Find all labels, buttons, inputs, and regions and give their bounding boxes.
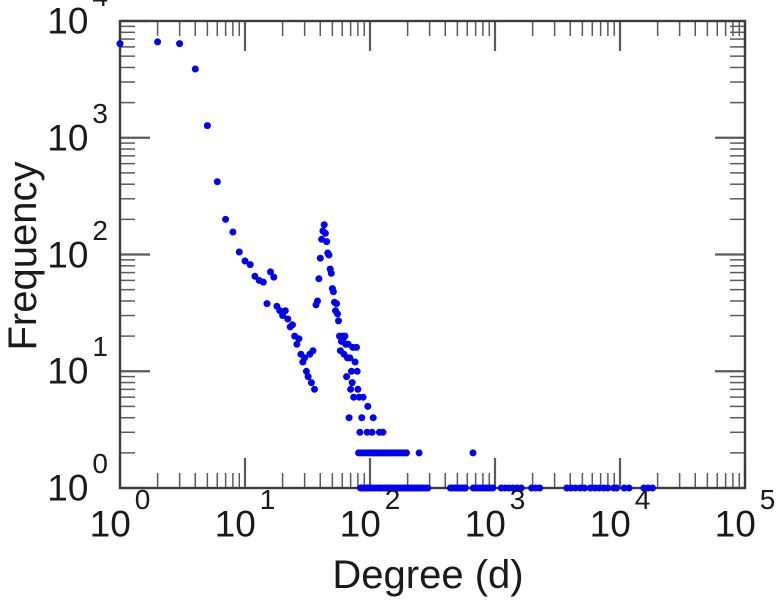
data-point [320, 221, 328, 229]
data-point [346, 354, 354, 362]
data-point [154, 38, 162, 46]
x-axis-title: Degree (d) [332, 553, 524, 597]
data-point [235, 248, 243, 256]
data-point [353, 367, 361, 375]
data-point [321, 229, 329, 237]
data-point [341, 332, 349, 340]
data-point [307, 379, 315, 387]
data-point [351, 358, 359, 366]
data-point [116, 40, 124, 48]
data-point [369, 414, 377, 422]
data-point [325, 251, 333, 259]
data-point [403, 449, 410, 457]
data-point [241, 257, 249, 265]
data-point [301, 354, 309, 362]
data-point [348, 379, 356, 387]
y-axis-title: Frequency [1, 161, 45, 351]
data-point [581, 484, 588, 492]
data-point [316, 254, 324, 262]
data-point [356, 428, 364, 436]
x-tick-label-1e1: 101 [214, 484, 276, 545]
data-point [364, 402, 372, 410]
data-point [295, 335, 303, 343]
data-point [270, 273, 278, 281]
data-point [335, 317, 342, 325]
data-point [267, 268, 274, 276]
data-point [625, 484, 633, 492]
data-point [368, 428, 376, 436]
data-point [309, 347, 317, 355]
data-point [263, 300, 271, 308]
data-point [347, 367, 355, 375]
data-point [350, 393, 358, 401]
data-point [604, 484, 612, 492]
data-point [246, 261, 254, 269]
plot-frame [118, 19, 747, 490]
data-point [304, 373, 312, 381]
data-point [489, 484, 497, 492]
data-point [302, 367, 310, 375]
x-tick-label-1e3: 103 [464, 484, 526, 545]
data-point [353, 343, 360, 351]
data-point [461, 484, 469, 492]
data-point [289, 321, 296, 329]
data-point [293, 340, 301, 348]
x-tick-label-1e2: 102 [339, 484, 401, 545]
data-point [343, 373, 351, 381]
data-point [203, 122, 211, 130]
data-point [281, 307, 289, 315]
data-point [311, 385, 318, 393]
data-point [191, 65, 199, 73]
data-point [222, 215, 230, 223]
data-point [329, 288, 337, 296]
data-point [620, 484, 628, 492]
data-point [327, 269, 335, 277]
data-point [315, 275, 323, 283]
data-point [363, 428, 371, 436]
data-points [116, 38, 656, 492]
x-tick-label-1e0: 100 [89, 484, 151, 545]
data-point [359, 393, 367, 401]
data-point [213, 178, 221, 186]
data-point [259, 278, 267, 286]
data-point [345, 414, 353, 422]
data-point [469, 449, 477, 457]
data-point [379, 428, 387, 436]
axis-ticks [118, 19, 747, 490]
data-point [323, 238, 331, 246]
data-point [536, 484, 544, 492]
data-point [649, 484, 656, 492]
data-point [415, 449, 423, 457]
data-point [571, 484, 579, 492]
y-tick-label-1e1: 101 [47, 331, 108, 392]
data-point [613, 484, 621, 492]
x-tick-label-1e5: 105 [714, 484, 776, 545]
data-point [517, 484, 525, 492]
data-point [424, 484, 432, 492]
y-tick-label-1e2: 102 [47, 215, 108, 276]
data-point [347, 385, 355, 393]
y-tick-label-1e4: 104 [47, 0, 108, 42]
data-point [229, 228, 237, 236]
data-point [284, 315, 292, 323]
y-tick-label-1e0: 100 [47, 448, 108, 509]
data-point [333, 300, 340, 308]
y-tick-label-1e3: 103 [47, 98, 108, 159]
data-point [358, 414, 366, 422]
data-point [176, 40, 184, 48]
data-point [334, 310, 341, 318]
data-point [314, 297, 321, 305]
data-point [354, 385, 362, 393]
x-tick-label-1e4: 104 [589, 484, 651, 545]
